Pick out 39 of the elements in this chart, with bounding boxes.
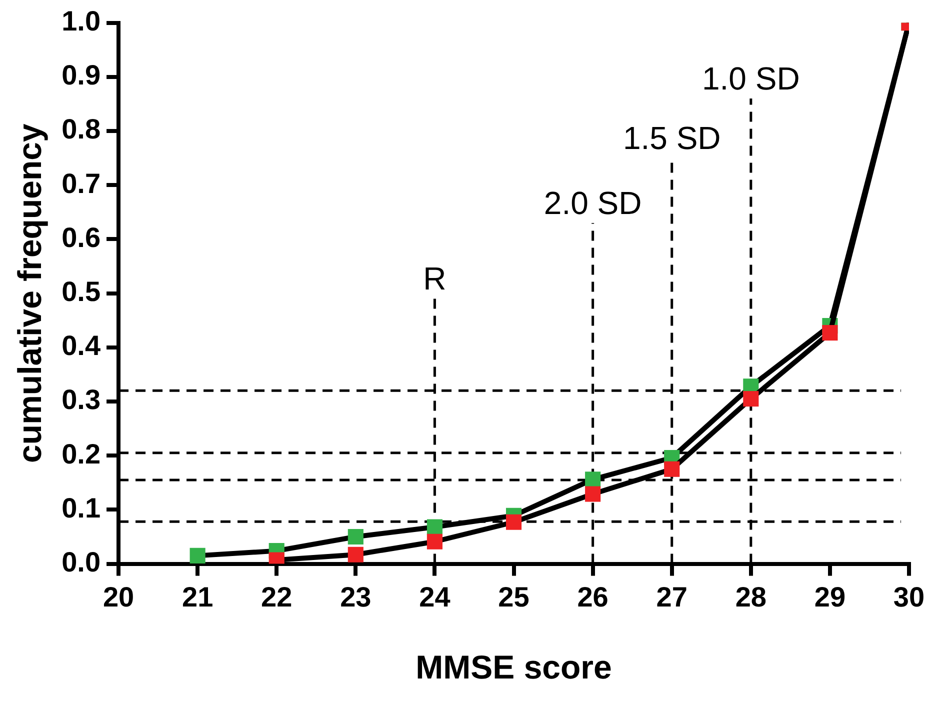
ref-line-label: 2.0 SD bbox=[544, 184, 642, 221]
point bbox=[664, 461, 680, 477]
x-tick-label: 21 bbox=[182, 581, 214, 612]
y-tick-label: 0.1 bbox=[62, 492, 101, 524]
point bbox=[743, 391, 759, 407]
point bbox=[348, 528, 364, 545]
y-tick-label: 0.3 bbox=[62, 384, 101, 416]
y-tick-label: 0.6 bbox=[62, 222, 101, 253]
y-tick-label: 0.2 bbox=[62, 438, 101, 470]
y-tick-label: 0.7 bbox=[62, 168, 101, 199]
point bbox=[585, 486, 601, 502]
x-tick-label: 26 bbox=[577, 581, 608, 612]
x-tick-label: 25 bbox=[498, 581, 530, 612]
y-tick-label: 0.8 bbox=[62, 114, 101, 145]
point bbox=[585, 472, 601, 488]
x-tick-label: 24 bbox=[419, 581, 451, 612]
x-tick-label: 27 bbox=[656, 581, 688, 612]
point bbox=[426, 534, 442, 550]
x-axis-title: MMSE score bbox=[416, 648, 612, 686]
y-tick-label: 0.4 bbox=[62, 330, 101, 362]
x-tick-label: 23 bbox=[340, 581, 372, 612]
y-axis-title: cumulative frequency bbox=[10, 123, 48, 463]
x-tick-label: 30 bbox=[893, 581, 925, 612]
point bbox=[506, 514, 522, 530]
y-tick-label: 1.0 bbox=[62, 6, 101, 37]
point bbox=[348, 546, 364, 562]
y-tick-label: 0.0 bbox=[62, 546, 101, 578]
y-tick-label: 0.5 bbox=[62, 276, 101, 308]
x-tick-label: 20 bbox=[102, 581, 134, 612]
x-tick-label: 29 bbox=[814, 581, 846, 612]
x-tick-label: 22 bbox=[261, 581, 292, 612]
ref-line-label: 1.5 SD bbox=[622, 120, 721, 156]
point bbox=[190, 548, 206, 564]
point bbox=[426, 519, 442, 535]
ref-line-label: R bbox=[423, 260, 446, 297]
point bbox=[822, 325, 838, 341]
y-tick-label: 0.9 bbox=[62, 60, 101, 91]
x-tick-label: 28 bbox=[735, 581, 766, 612]
ref-line-label: 1.0 SD bbox=[702, 60, 800, 96]
